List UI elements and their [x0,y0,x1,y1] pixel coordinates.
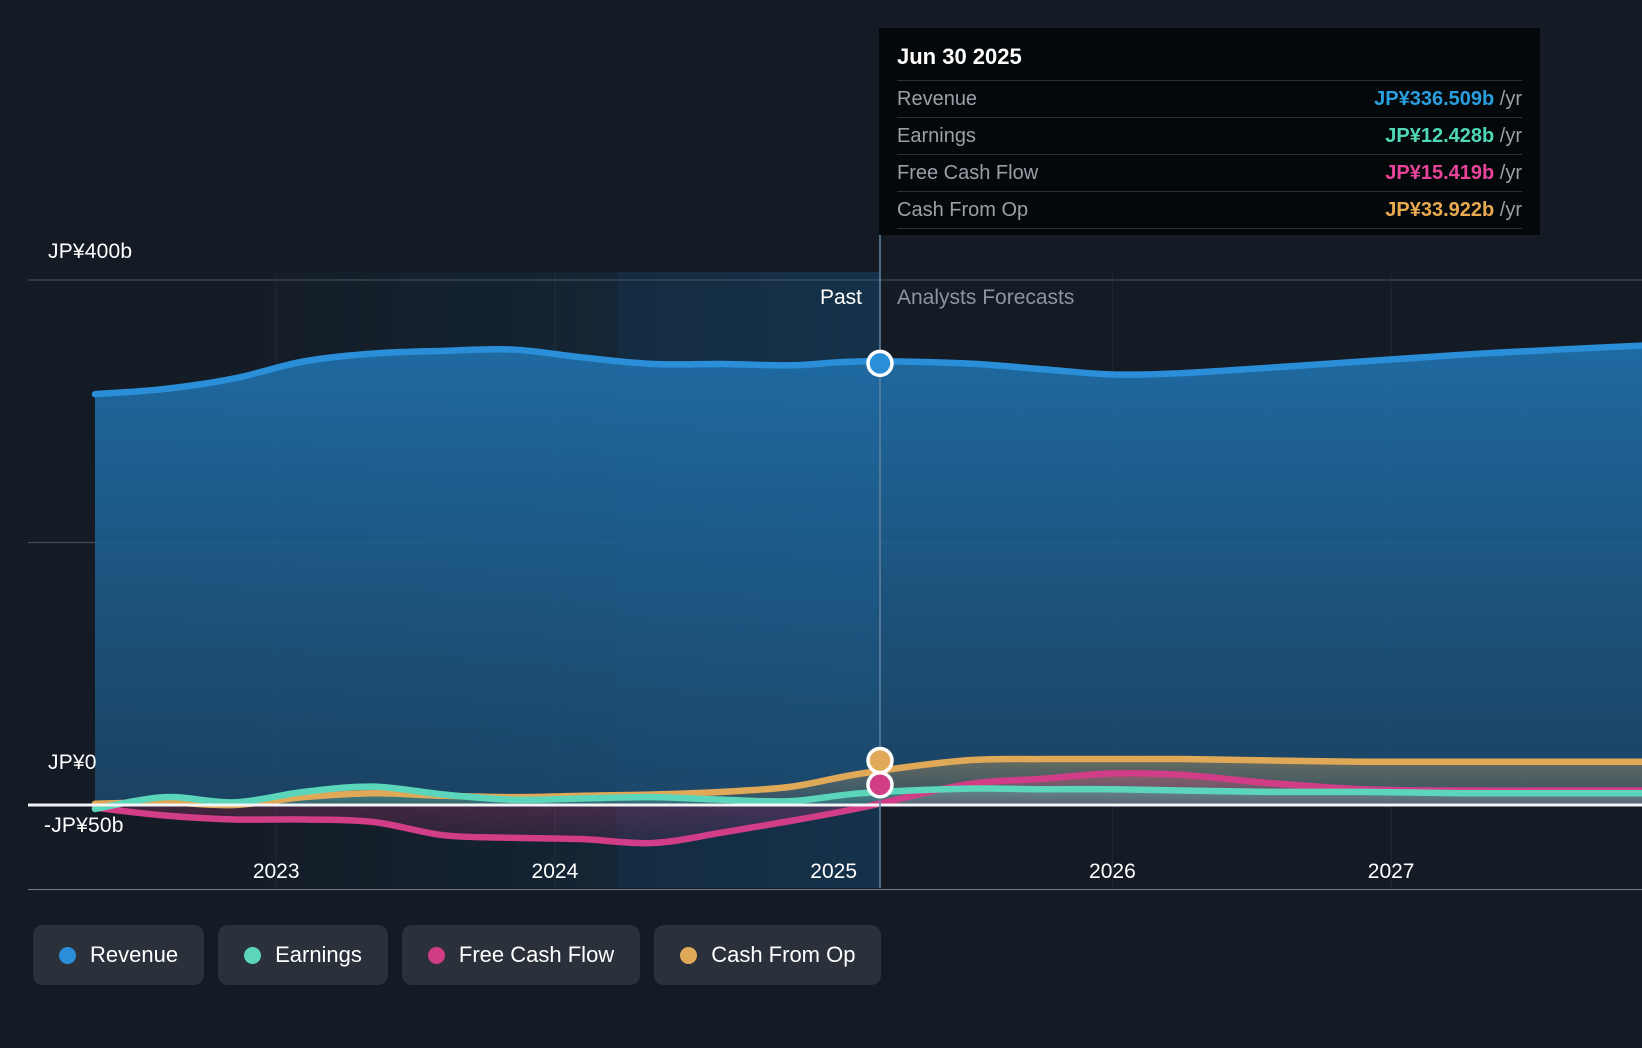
tooltip-metric-value-wrap: JP¥336.509b /yr [1374,88,1522,111]
tooltip: Jun 30 2025 Revenue JP¥336.509b /yr Earnin… [879,28,1540,235]
tooltip-metric-name: Earnings [897,125,976,147]
forecast-label: Analysts Forecasts [897,286,1075,309]
legend-color-dot-icon [59,946,76,964]
legend-item-label: Earnings [275,942,362,967]
tooltip-metric-unit: /yr [1494,199,1522,221]
chart-areas [95,345,1642,844]
tooltip-metric-value-wrap: JP¥33.922b /yr [1385,199,1522,222]
tooltip-metric-value-wrap: JP¥15.419b /yr [1385,162,1522,185]
tooltip-metric-name: Free Cash Flow [897,162,1039,184]
marker-free-cash-flow [866,771,894,799]
marker-revenue [866,349,894,378]
tooltip-metric-unit: /yr [1494,162,1522,184]
tooltip-row: Revenue JP¥336.509b /yr [897,81,1522,118]
tooltip-rows: Revenue JP¥336.509b /yr Earnings JP¥12.428b… [897,81,1522,229]
tooltip-metric-value: JP¥33.922b [1385,199,1495,221]
legend: Revenue Earnings Free Cash Flow Cash From O… [33,925,882,985]
x-axis-tick-2027: 2027 [1367,860,1415,883]
chart-lines [28,342,1642,847]
tooltip-metric-name: Revenue [897,88,978,110]
tooltip-metric-unit: /yr [1494,125,1522,147]
tooltip-metric-unit: /yr [1494,88,1522,110]
y-axis-label-400: JP¥400b [48,240,133,263]
x-axis-tick-2024: 2024 [531,860,579,883]
x-axis-tick-2026: 2026 [1089,860,1136,883]
legend-item-earnings[interactable]: Earnings [218,925,388,985]
legend-item-label: Cash From Op [711,942,856,967]
tooltip-date: Jun 30 2025 [897,44,1522,81]
legend-color-dot-icon [244,946,262,964]
tooltip-metric-value: JP¥12.428b [1385,125,1495,147]
tooltip-metric-name: Cash From Op [897,199,1029,221]
legend-color-dot-icon [680,946,698,964]
past-label: Past [820,286,863,309]
x-axis-tick-2025: 2025 [810,860,858,883]
x-axis-tick-2023: 2023 [252,860,300,883]
y-axis-label-minus50: -JP¥50b [44,814,124,837]
legend-item-label: Revenue [90,942,179,967]
legend-item-label: Free Cash Flow [458,942,615,967]
tooltip-row: Earnings JP¥12.428b /yr [897,118,1522,155]
tooltip-metric-value: JP¥336.509b [1374,88,1495,110]
legend-color-dot-icon [427,946,445,964]
marker-cash-from-op [866,746,894,775]
tooltip-row: Cash From Op JP¥33.922b /yr [897,192,1522,229]
legend-item-cash-from-op[interactable]: Cash From Op [654,925,882,985]
legend-item-free-cash-flow[interactable]: Free Cash Flow [401,925,641,985]
tooltip-metric-value-wrap: JP¥12.428b /yr [1385,125,1522,148]
tooltip-metric-value: JP¥15.419b [1385,162,1495,184]
legend-item-revenue[interactable]: Revenue [33,925,205,985]
y-axis-label-0: JP¥0 [48,751,97,774]
highlight-markers [866,349,894,799]
tooltip-row: Free Cash Flow JP¥15.419b /yr [897,155,1522,192]
